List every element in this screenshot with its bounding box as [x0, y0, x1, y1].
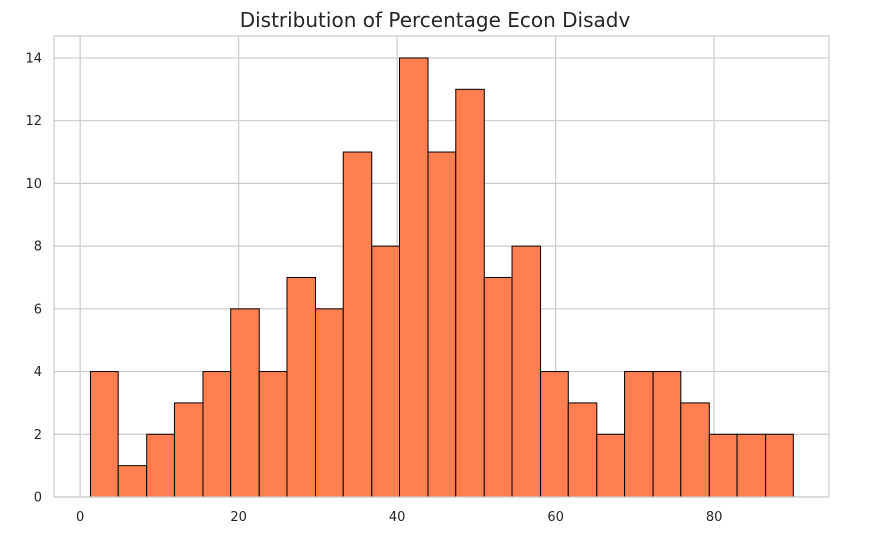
histogram-bar [230, 308, 260, 498]
histogram-bar [455, 88, 485, 498]
histogram-bar [371, 245, 401, 498]
y-tick-label: 14 [25, 51, 42, 66]
histogram-bar [258, 371, 288, 498]
y-tick-label: 2 [34, 428, 42, 443]
histogram-bars [89, 57, 794, 498]
x-tick-label: 80 [706, 510, 723, 525]
histogram-bar [315, 308, 344, 498]
y-tick-label: 4 [34, 365, 42, 380]
histogram-bar [736, 433, 767, 498]
chart-title: Distribution of Percentage Econ Disadv [239, 8, 631, 32]
x-tick-label: 60 [547, 510, 564, 525]
histogram-bar [286, 276, 317, 498]
histogram-bar [146, 433, 175, 498]
histogram-bar [708, 433, 738, 498]
y-tick-label: 0 [34, 491, 42, 506]
histogram-bar [427, 151, 457, 498]
histogram-bar [342, 151, 373, 498]
histogram-bar [680, 402, 710, 498]
histogram-bar [399, 57, 429, 498]
histogram-bar [202, 371, 232, 498]
axes-frame [53, 35, 830, 498]
x-tick-labels: 0 20 40 60 80 [76, 510, 722, 525]
histogram-bar [483, 276, 513, 498]
histogram-bar [511, 245, 542, 498]
histogram-bar [567, 402, 598, 498]
x-tick-label: 0 [76, 510, 84, 525]
y-tick-label: 10 [25, 177, 42, 192]
histogram-bar [596, 433, 626, 498]
histogram-bar [89, 371, 119, 498]
x-tick-label: 20 [230, 510, 247, 525]
histogram-bar [652, 371, 682, 498]
y-tick-label: 6 [34, 302, 42, 317]
y-tick-labels: 0 2 4 6 8 10 12 14 [25, 51, 42, 505]
histogram-bar [173, 402, 204, 498]
histogram-bar [540, 371, 569, 498]
y-tick-label: 8 [34, 240, 42, 255]
histogram-bar [117, 465, 148, 498]
histogram-bar [624, 371, 654, 498]
histogram-bar [765, 433, 794, 498]
y-tick-label: 12 [25, 114, 42, 129]
x-tick-label: 40 [389, 510, 406, 525]
